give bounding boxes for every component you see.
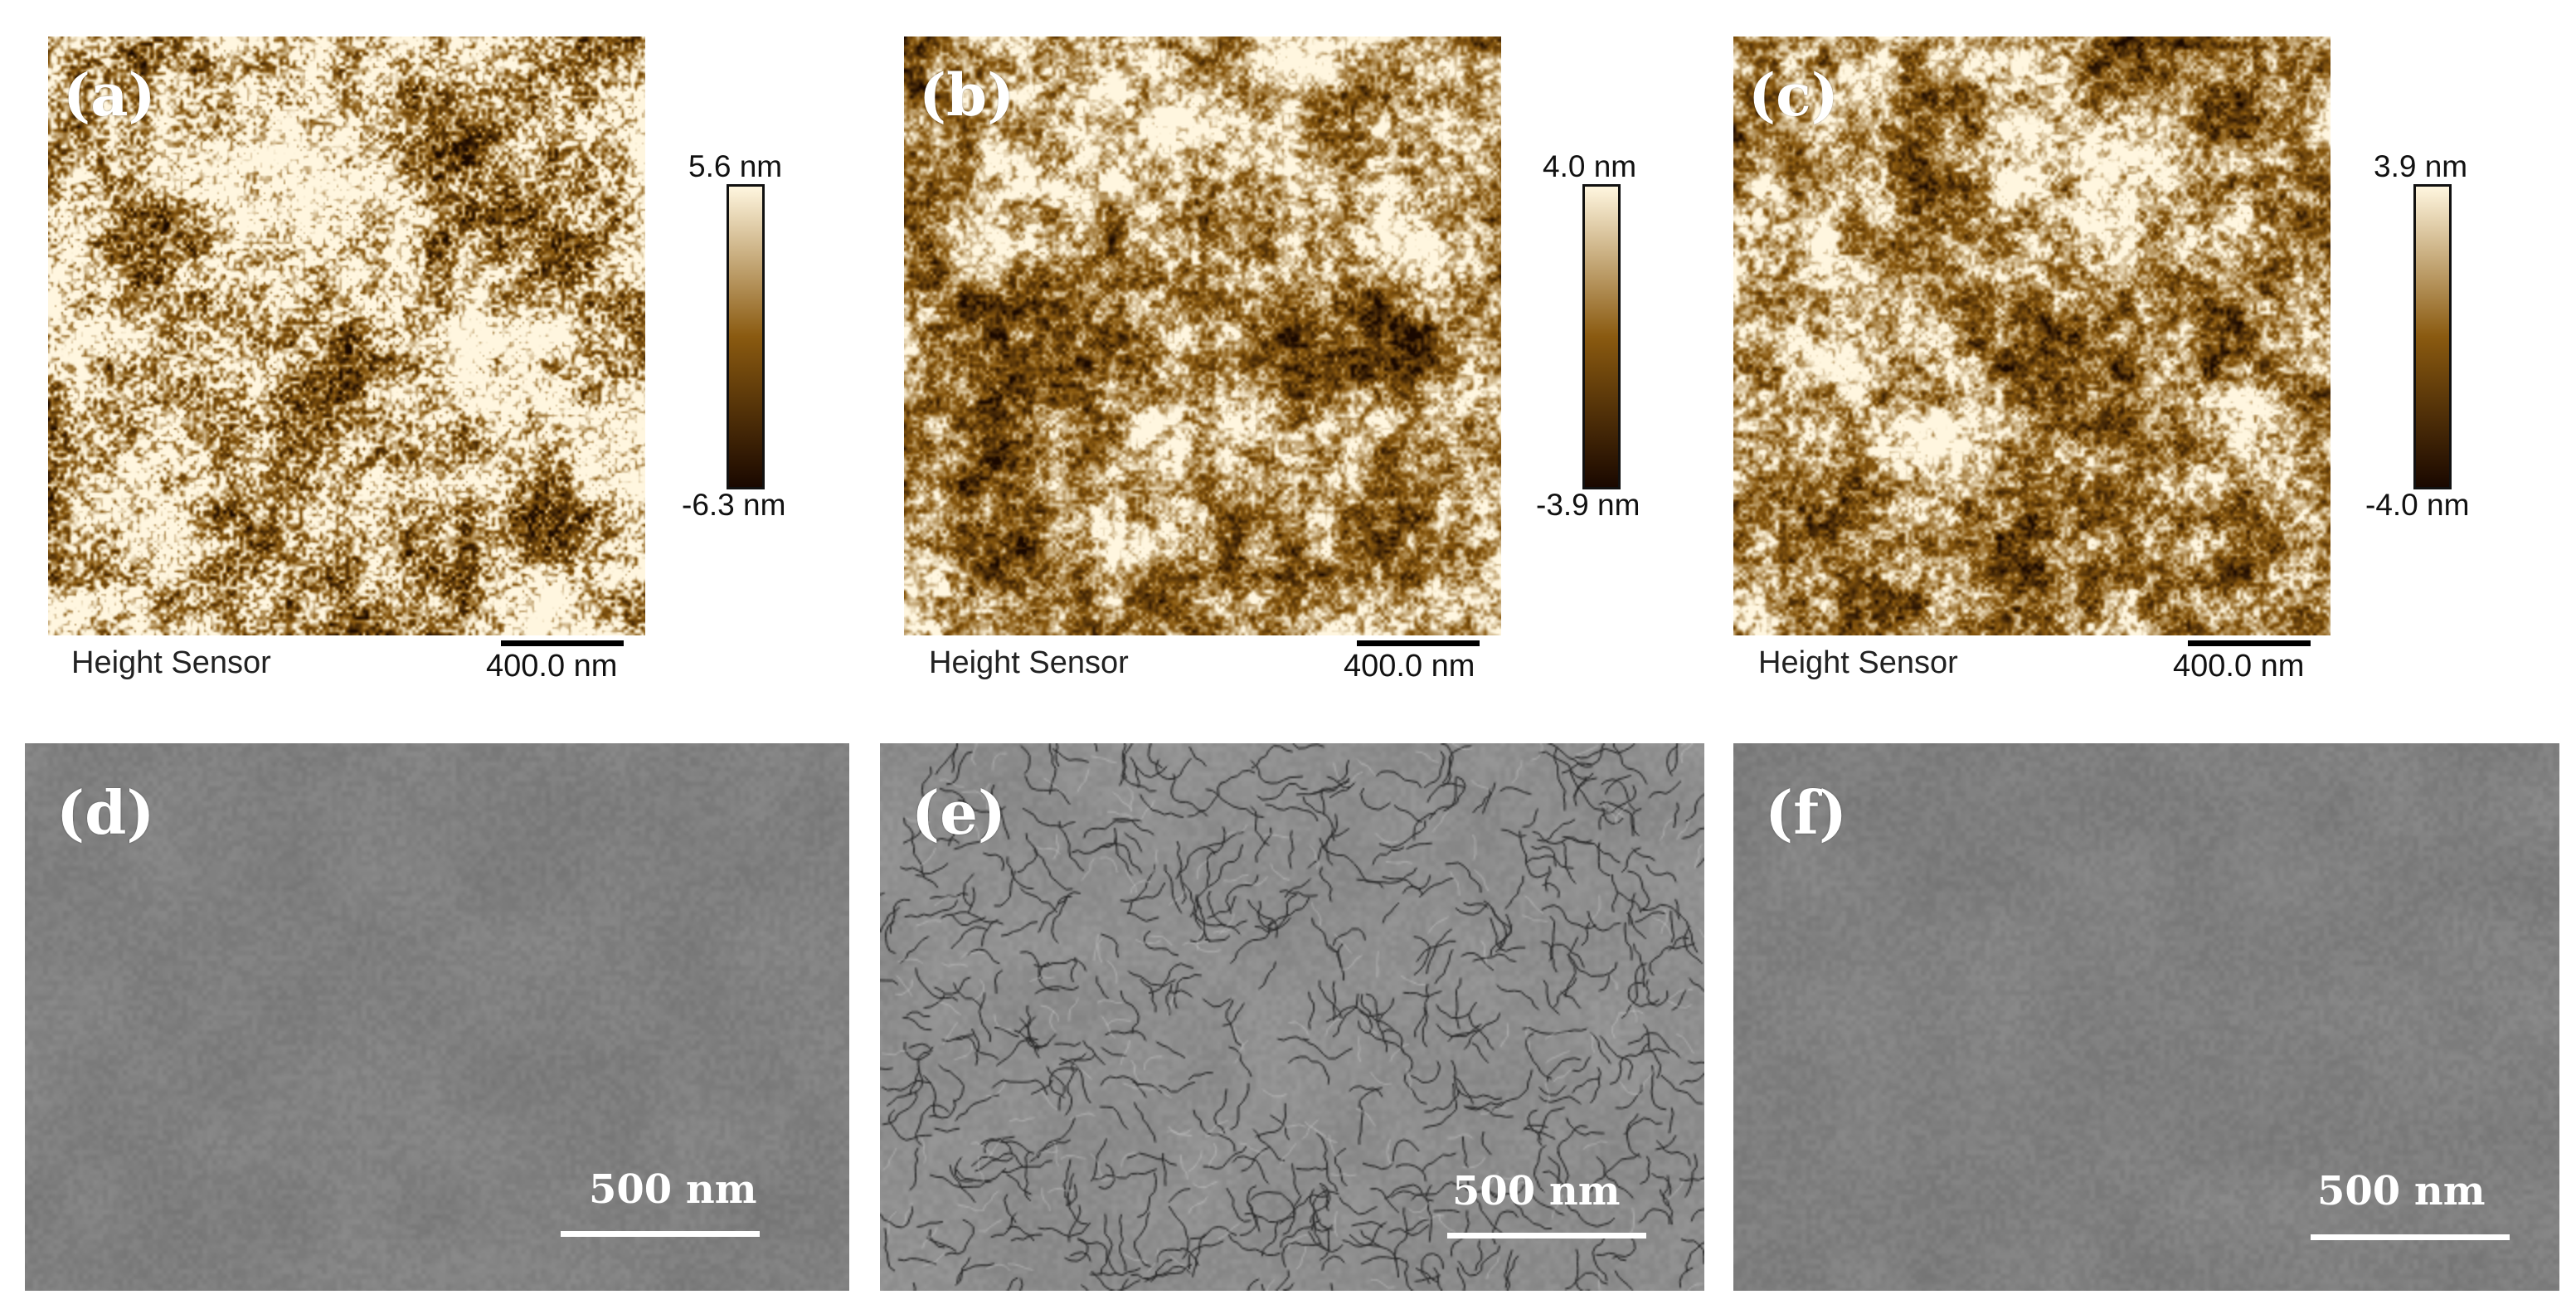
sem-texture [880,743,1704,1291]
colorbar-max-label: 4.0 nm [1543,149,1637,183]
colorbar-max-label: 3.9 nm [2374,149,2468,183]
afm-panel-c: (c) 3.9 nm -4.0 nm Height Sensor 400.0 n… [1684,0,2513,713]
scale-bar-label: 400.0 nm [2173,649,2305,684]
scale-bar-label: 400.0 nm [1344,649,1475,684]
panel-letter: (f) [1765,777,1848,848]
afm-caption: Height Sensor [71,645,271,680]
afm-height-image: (a) [48,36,645,635]
height-colorbar [2413,184,2452,489]
height-colorbar [1582,184,1621,489]
afm-caption: Height Sensor [1758,645,1958,680]
afm-height-image: (c) [1733,36,2331,635]
afm-texture [48,36,645,635]
colorbar-min-label: -6.3 nm [682,488,786,522]
afm-panel-a: (a) 5.6 nm -6.3 nm Height Sensor 400.0 n… [0,0,829,713]
afm-panel-b: (b) 4.0 nm -3.9 nm Height Sensor 400.0 n… [854,0,1684,713]
panel-letter: (a) [63,61,156,129]
sem-panel-d: (d) 500 nm [25,743,849,1291]
colorbar-min-label: -3.9 nm [1536,488,1640,522]
afm-height-image: (b) [904,36,1501,635]
colorbar-min-label: -4.0 nm [2365,488,2470,522]
scale-bar [2311,1234,2510,1240]
panel-letter: (c) [1748,61,1839,129]
sem-panel-f: (f) 500 nm [1733,743,2559,1291]
scale-bar-label: 500 nm [589,1166,757,1213]
sem-texture [1733,743,2559,1291]
afm-texture [904,36,1501,635]
height-colorbar [727,184,765,489]
scale-bar [1357,640,1480,646]
colorbar-max-label: 5.6 nm [688,149,783,183]
panel-letter: (e) [911,777,1006,848]
scale-bar [561,1231,760,1237]
afm-texture [1733,36,2331,635]
scale-bar-label: 400.0 nm [486,649,618,684]
scale-bar [501,640,624,646]
scale-bar [2188,640,2311,646]
scale-bar-label: 500 nm [2317,1168,2486,1214]
scale-bar-label: 500 nm [1452,1168,1621,1214]
sem-panel-e: (e) 500 nm [880,743,1704,1291]
sem-texture [25,743,849,1291]
scale-bar [1447,1233,1646,1239]
afm-caption: Height Sensor [929,645,1129,680]
panel-letter: (b) [919,61,1015,129]
panel-letter: (d) [56,777,155,848]
